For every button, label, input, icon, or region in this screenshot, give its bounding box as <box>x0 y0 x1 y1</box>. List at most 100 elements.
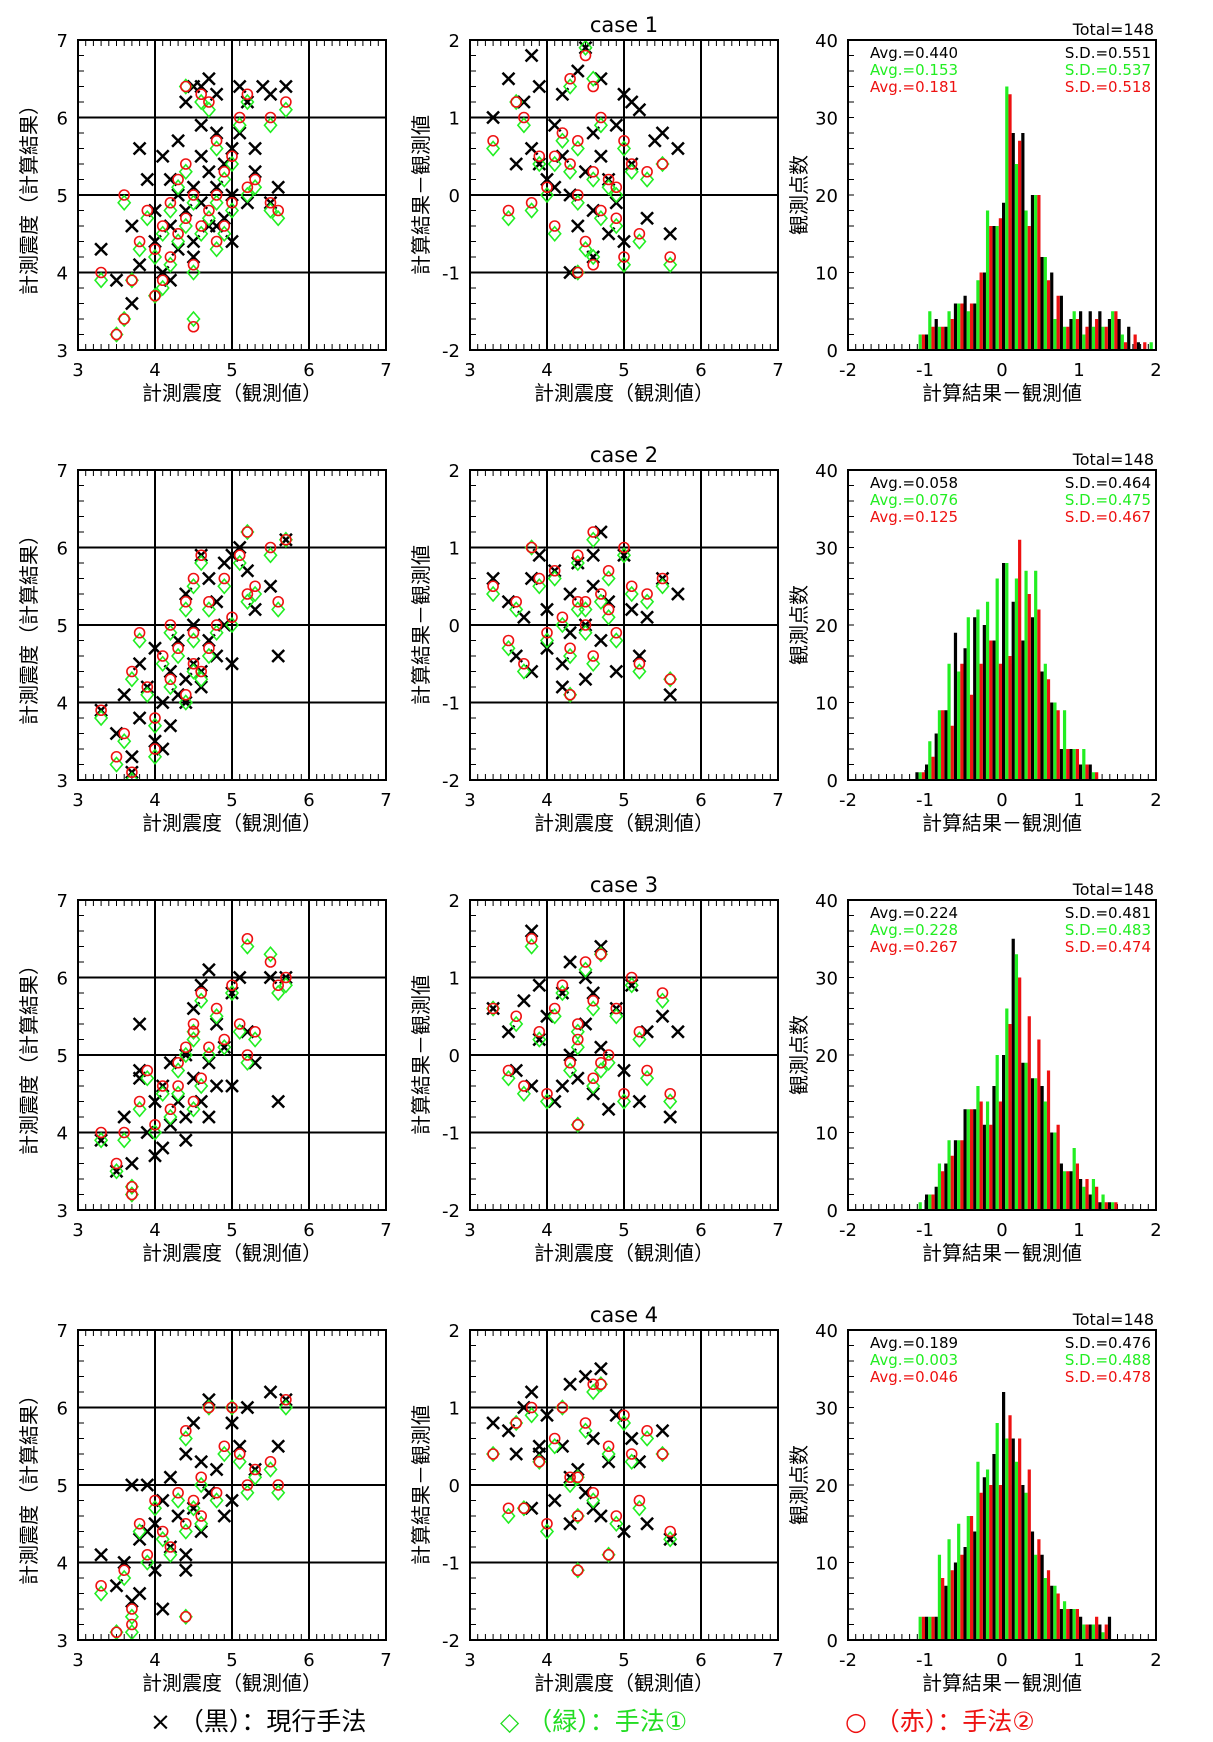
point-current <box>209 1079 224 1093</box>
point-method2 <box>180 80 192 93</box>
bar <box>985 1469 990 1640</box>
point-method2 <box>602 1548 615 1561</box>
sd-label: S.D.=0.475 <box>1065 491 1151 509</box>
point-method2 <box>126 1618 138 1631</box>
bar <box>1091 772 1096 780</box>
point-method1 <box>663 1093 678 1110</box>
point-method2 <box>587 994 600 1007</box>
y-tick-label: 0 <box>827 771 838 792</box>
sd-label: S.D.=0.551 <box>1065 44 1151 62</box>
bar <box>1143 342 1147 350</box>
bar <box>1018 1438 1022 1640</box>
point-method1 <box>163 256 178 273</box>
point-current <box>532 79 547 94</box>
point-method2 <box>110 750 123 763</box>
plot-frame <box>469 469 779 781</box>
point-method2 <box>571 1564 584 1577</box>
bar <box>925 764 929 780</box>
point-method1 <box>217 1445 232 1463</box>
point-method2 <box>172 642 184 655</box>
bar <box>928 741 932 780</box>
point-method1 <box>563 1476 578 1494</box>
bar <box>1034 1554 1038 1640</box>
bar <box>1018 539 1022 780</box>
point-method1 <box>616 256 632 273</box>
bar <box>1034 570 1038 780</box>
point-method1 <box>140 686 155 703</box>
bar <box>950 319 954 350</box>
point-method1 <box>163 624 178 641</box>
bar <box>1123 342 1128 350</box>
point-method1 <box>217 1039 232 1056</box>
point-method2 <box>172 1486 184 1499</box>
point-method1 <box>609 186 624 204</box>
bar <box>1079 311 1083 350</box>
y-tick-label: 0 <box>449 616 460 637</box>
point-method2 <box>571 595 584 608</box>
point-method1 <box>578 624 593 641</box>
point-method2 <box>172 1056 184 1069</box>
bar <box>1072 311 1076 350</box>
avg-label: Avg.=0.076 <box>870 491 958 509</box>
point-method2 <box>518 657 530 670</box>
y-tick-label: 20 <box>815 1046 838 1067</box>
point-method1 <box>601 570 616 587</box>
plot-area <box>486 525 685 703</box>
x-tick-label: 5 <box>618 1650 629 1671</box>
point-method1 <box>140 1554 155 1571</box>
point-current <box>132 711 147 725</box>
point-method1 <box>94 1132 109 1149</box>
point-method2 <box>587 1072 600 1085</box>
y-tick-label: 6 <box>57 539 68 560</box>
point-method2 <box>210 235 223 248</box>
bar <box>1111 1202 1115 1210</box>
x-tick-label: 5 <box>226 1650 237 1671</box>
point-method2 <box>571 134 584 147</box>
bar <box>1095 1616 1099 1640</box>
point-method2 <box>664 251 677 263</box>
plot-area <box>94 1385 293 1640</box>
point-method1 <box>632 233 647 250</box>
point-method2 <box>510 595 523 608</box>
point-method2 <box>195 88 207 101</box>
y-tick-label: 30 <box>815 969 838 990</box>
bar <box>947 311 951 350</box>
bar <box>925 1194 929 1210</box>
sd-label: S.D.=0.488 <box>1065 1351 1151 1369</box>
plot-area <box>915 539 1099 780</box>
point-method2 <box>180 1424 192 1437</box>
y-tick-label: 40 <box>815 891 838 912</box>
x-tick-label: -1 <box>916 790 934 811</box>
bar <box>1059 295 1063 350</box>
y-tick-label: 7 <box>57 1321 68 1342</box>
bar <box>960 303 964 350</box>
point-current <box>155 1602 170 1616</box>
point-method2 <box>587 650 600 662</box>
total-label: Total=148 <box>1072 880 1154 899</box>
point-method1 <box>640 1430 655 1447</box>
point-current <box>225 1416 239 1430</box>
sd-label: S.D.=0.518 <box>1065 78 1151 96</box>
x-axis-label: 計算結果－観測値 <box>922 1671 1082 1695</box>
x-tick-label: 6 <box>303 1650 314 1671</box>
y-axis-label: 観測点数 <box>787 1015 811 1095</box>
bar <box>982 272 986 350</box>
point-method1 <box>140 210 155 227</box>
point-method2 <box>226 979 238 992</box>
y-tick-label: 40 <box>815 461 838 482</box>
point-method2 <box>118 313 130 325</box>
point-current <box>263 87 278 102</box>
point-method2 <box>571 1471 584 1484</box>
point-method2 <box>571 266 584 279</box>
point-method1 <box>217 171 232 188</box>
bar <box>1043 663 1047 780</box>
point-method1 <box>155 655 170 672</box>
point-method2 <box>264 1455 277 1468</box>
bar <box>1104 326 1108 350</box>
bar <box>982 1124 986 1210</box>
bar <box>979 1492 983 1640</box>
point-method1 <box>609 1008 624 1025</box>
point-method2 <box>518 111 530 124</box>
bar <box>1098 311 1102 350</box>
point-method2 <box>180 595 192 608</box>
